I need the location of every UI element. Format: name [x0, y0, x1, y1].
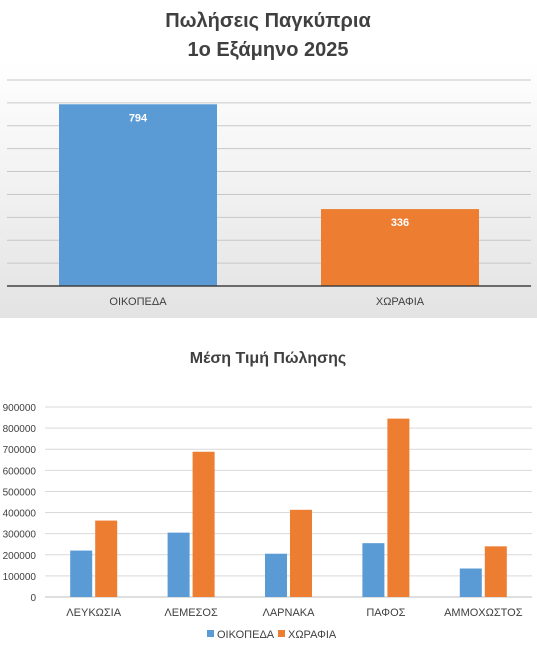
bar-χωραφια [192, 451, 215, 597]
bar-οικοπεδα [459, 568, 482, 597]
legend-swatch [207, 630, 214, 637]
bar-χωραφια [95, 520, 118, 597]
legend-label: ΧΩΡΑΦΙΑ [288, 629, 337, 641]
category-label: ΠΑΦΟΣ [366, 607, 405, 619]
category-label: ΧΩΡΑΦΙΑ [376, 296, 425, 308]
category-label: ΑΜΜΟΧΩΣΤΟΣ [444, 607, 523, 619]
bar-2 [321, 209, 479, 286]
bar-οικοπεδα [362, 543, 385, 597]
chart-title-line-2: 1ο Εξάμηνο 2025 [187, 39, 348, 61]
gridlines [45, 406, 532, 598]
y-tick-label: 900000 [3, 403, 37, 414]
bar-χωραφια [290, 509, 312, 597]
avg-price-chart: Μέση Τιμή Πώλησης 0 100000 200000 300000 400… [0, 330, 537, 655]
sales-chart-svg: Πωλήσεις Παγκύπρια 1ο Εξάμηνο 2025 794 33… [7, 10, 531, 308]
category-label: ΟΙΚΟΠΕΔΑ [109, 296, 167, 308]
bar-οικοπεδα [265, 553, 287, 597]
category-labels: ΛΕΥΚΩΣΙΑ ΛΕΜΕΣΟΣ ΛΑΡΝΑΚΑ ΠΑΦΟΣ ΑΜΜΟΧΩΣΤΟΣ [66, 607, 522, 619]
category-label: ΛΕΥΚΩΣΙΑ [66, 607, 121, 619]
chart-divider [0, 318, 537, 330]
bar-χωραφια [387, 418, 410, 597]
y-tick-label: 800000 [3, 424, 37, 435]
bar-οικοπεδα [167, 532, 190, 597]
y-tick-label: 500000 [3, 487, 37, 498]
bar-οικοπεδα [70, 550, 93, 597]
bars: 794 336 [59, 104, 479, 286]
sales-chart: Πωλήσεις Παγκύπρια 1ο Εξάμηνο 2025 794 33… [0, 0, 537, 318]
data-label: 794 [129, 112, 148, 124]
category-label: ΛΕΜΕΣΟΣ [164, 607, 218, 619]
y-tick-labels: 0 100000 200000 300000 400000 500000 600000 700… [3, 403, 37, 604]
bars [70, 418, 507, 597]
y-tick-label: 200000 [3, 551, 37, 562]
y-tick-label: 400000 [3, 509, 37, 520]
category-labels: ΟΙΚΟΠΕΔΑ ΧΩΡΑΦΙΑ [109, 296, 424, 308]
legend-swatch [278, 630, 285, 637]
bar-1 [59, 104, 217, 286]
bar-χωραφια [484, 546, 507, 597]
y-tick-label: 100000 [3, 572, 37, 583]
y-tick-label: 600000 [3, 466, 37, 477]
y-tick-label: 700000 [3, 445, 37, 456]
y-tick-label: 0 [30, 593, 36, 604]
avg-price-chart-svg: Μέση Τιμή Πώλησης 0 100000 200000 300000 400… [3, 350, 532, 641]
data-label: 336 [391, 217, 409, 229]
category-label: ΛΑΡΝΑΚΑ [263, 607, 316, 619]
y-tick-label: 300000 [3, 530, 37, 541]
legend-label: ΟΙΚΟΠΕΔΑ [217, 629, 275, 641]
legend: ΟΙΚΟΠΕΔΑ ΧΩΡΑΦΙΑ [207, 629, 337, 641]
chart-title: Μέση Τιμή Πώλησης [190, 350, 346, 367]
chart-title-line-1: Πωλήσεις Παγκύπρια [165, 10, 371, 32]
